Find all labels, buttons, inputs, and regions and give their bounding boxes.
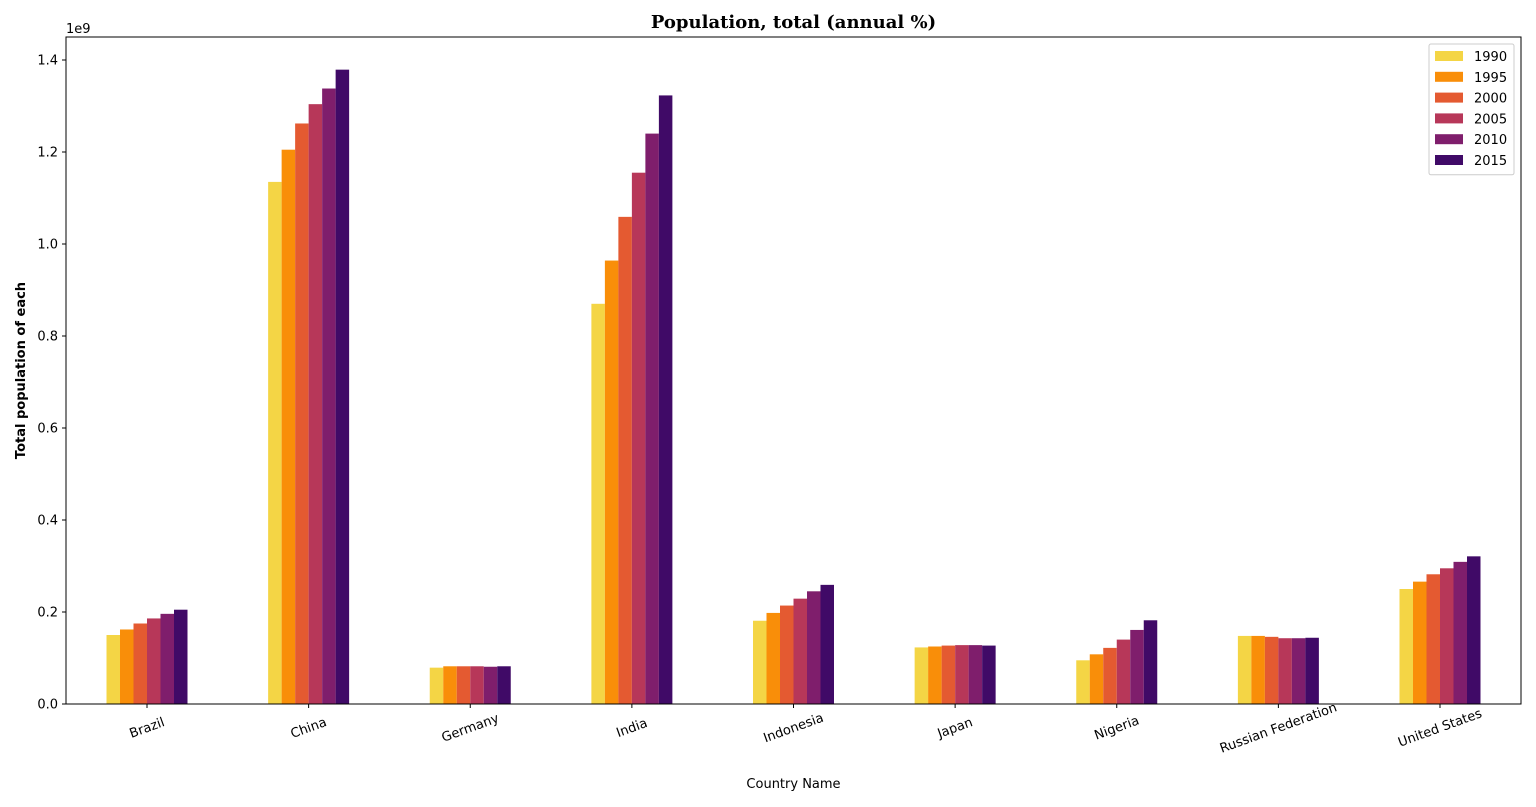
y-axis-offset-label: 1e9 [66,22,91,37]
bar-russian-federation-2000 [1264,636,1279,704]
bar-china-2005 [308,104,323,704]
bar-germany-2015 [497,666,511,704]
legend: 1990 1995 2000 2005 2010 2015 [1428,43,1515,176]
bar-indonesia-1995 [766,612,780,704]
bar-nigeria-2010 [1130,629,1144,704]
legend-label-2015: 2015 [1474,154,1507,169]
bar-indonesia-1990 [753,620,767,704]
bar-brazil-2000 [133,623,147,704]
legend-swatch-1990 [1435,51,1463,61]
y-tick-label: 0.8 [37,330,58,345]
legend-label-2000: 2000 [1474,92,1507,107]
bar-japan-1995 [928,646,942,704]
legend-label-2010: 2010 [1474,133,1507,148]
y-tick-label: 0.2 [37,606,58,621]
bar-india-1990 [591,303,605,704]
bar-indonesia-2010 [807,591,821,704]
legend-swatch-2010 [1435,134,1463,145]
y-tick-label: 1.2 [37,146,58,161]
bar-japan-2005 [955,645,969,704]
x-tick-label: Russian Federation [1218,700,1339,756]
bar-germany-1995 [443,666,457,704]
legend-label-2005: 2005 [1474,112,1507,127]
bar-indonesia-2000 [780,605,794,704]
x-tick-label: Germany [440,711,502,746]
x-tick-label: Japan [935,715,975,742]
legend-label-1990: 1990 [1474,50,1507,65]
y-tick-label: 0.0 [37,698,58,713]
bar-united-states-1990 [1399,589,1413,704]
bar-indonesia-2015 [820,584,834,704]
y-tick-label: 1.0 [37,238,58,253]
x-tick-label: Brazil [128,715,167,742]
legend-label-1995: 1995 [1474,71,1507,86]
bar-nigeria-2015 [1143,620,1158,704]
bar-india-1995 [604,260,619,704]
bar-russian-federation-2015 [1305,637,1319,704]
bar-germany-1990 [429,667,444,704]
bar-brazil-2005 [147,618,161,704]
bar-united-states-2000 [1426,574,1440,704]
bar-united-states-2010 [1453,561,1467,704]
bar-china-1995 [281,149,296,704]
bar-germany-2005 [470,666,484,704]
bar-brazil-2015 [174,609,188,704]
y-tick-label: 0.6 [37,422,58,437]
bar-china-2015 [335,69,350,704]
bar-germany-2010 [483,666,498,704]
bar-india-2005 [631,172,646,704]
x-axis-label: Country Name [746,777,840,792]
bars-group [106,69,1481,705]
bar-china-2010 [322,88,336,704]
legend-swatch-2005 [1435,113,1463,124]
bar-japan-2000 [941,645,956,704]
y-tick-label: 0.4 [37,514,58,529]
bar-russian-federation-2010 [1291,638,1306,704]
bar-india-2000 [618,216,632,705]
bar-japan-2015 [982,645,996,704]
bar-united-states-2015 [1467,556,1481,704]
bar-brazil-1990 [106,635,120,704]
bar-russian-federation-2005 [1278,638,1292,704]
chart-title: Population, total (annual %) [651,12,936,33]
y-axis-label: Total population of each [14,282,29,459]
bar-nigeria-1990 [1076,660,1090,704]
x-tick-label: China [289,715,329,742]
bar-russian-federation-1995 [1251,635,1265,704]
bar-india-2015 [658,95,673,705]
x-tick-label: Indonesia [762,711,826,747]
legend-swatch-2015 [1435,155,1463,165]
bar-nigeria-1995 [1089,654,1104,704]
legend-swatch-2000 [1435,92,1463,103]
bar-indonesia-2005 [793,598,807,704]
x-tick-label: United States [1396,706,1484,750]
x-tick-label: Nigeria [1093,713,1142,743]
legend-swatch-1995 [1435,71,1463,82]
x-tick-label: India [614,716,649,741]
bar-united-states-1995 [1413,581,1427,704]
bar-germany-2000 [456,666,471,704]
bar-nigeria-2000 [1103,647,1117,704]
bar-brazil-1995 [120,629,134,704]
bar-china-2000 [295,123,309,705]
bar-japan-1990 [914,647,929,704]
bar-japan-2010 [968,645,983,704]
y-tick-label: 1.4 [37,54,58,69]
bar-india-2010 [645,133,659,705]
bar-brazil-2010 [160,613,174,704]
bar-russian-federation-1990 [1237,635,1252,704]
bar-china-1990 [268,181,282,704]
bar-nigeria-2005 [1116,639,1131,704]
bar-united-states-2005 [1440,568,1454,704]
